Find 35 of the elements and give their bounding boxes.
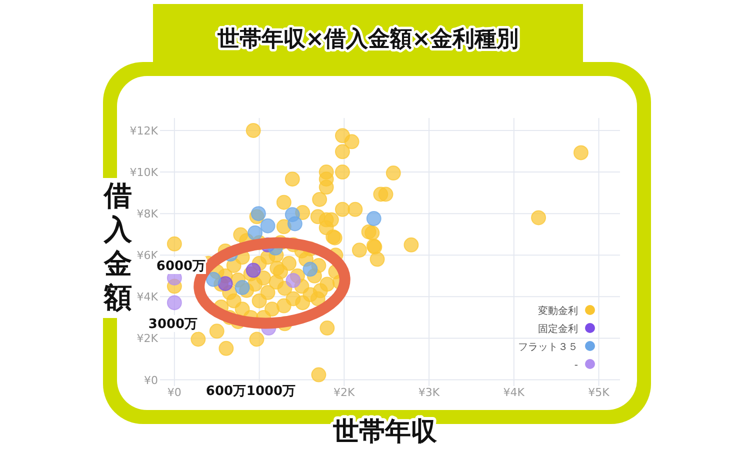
point bbox=[166, 295, 182, 310]
y-tick-label: ¥8K bbox=[136, 208, 159, 221]
x-tick-label: ¥2K bbox=[334, 386, 356, 399]
legend-label: 変動金利 bbox=[538, 305, 578, 317]
point bbox=[286, 272, 301, 288]
annotation: 3000万 bbox=[148, 317, 198, 332]
point bbox=[234, 280, 250, 296]
point bbox=[302, 262, 318, 277]
point bbox=[246, 262, 261, 278]
annotation: 1000万 bbox=[246, 384, 296, 399]
x-tick-label: ¥4K bbox=[503, 386, 526, 399]
legend-label: 固定金利 bbox=[538, 323, 578, 335]
annotation: 600万 bbox=[206, 384, 246, 399]
point bbox=[250, 206, 266, 222]
point bbox=[260, 218, 276, 234]
annotation: 6000万 bbox=[156, 259, 206, 274]
y-axis-title: 借入金額 bbox=[103, 179, 133, 314]
x-tick-label: ¥5K bbox=[588, 386, 610, 399]
y-tick-label: ¥4K bbox=[136, 290, 159, 304]
y-tick-label: ¥12K bbox=[130, 124, 159, 138]
y-tick-label: ¥2K bbox=[136, 332, 159, 346]
x-tick-label: ¥0 bbox=[167, 386, 182, 399]
y-tick-label: ¥0 bbox=[144, 374, 158, 387]
y-tick-label: ¥10K bbox=[130, 166, 159, 180]
legend-label: - bbox=[574, 360, 578, 371]
y-tick-label: ¥6K bbox=[136, 249, 159, 262]
x-axis-title: 世帯年収 bbox=[332, 417, 438, 447]
point bbox=[366, 211, 382, 226]
chart-title: 世帯年収×借入金額×金利種別 bbox=[216, 27, 518, 52]
point bbox=[206, 272, 221, 287]
x-tick-label: ¥3K bbox=[418, 386, 440, 399]
point bbox=[287, 216, 302, 232]
point bbox=[248, 225, 263, 240]
legend-label: フラット３５ bbox=[518, 342, 578, 353]
point bbox=[218, 276, 233, 292]
